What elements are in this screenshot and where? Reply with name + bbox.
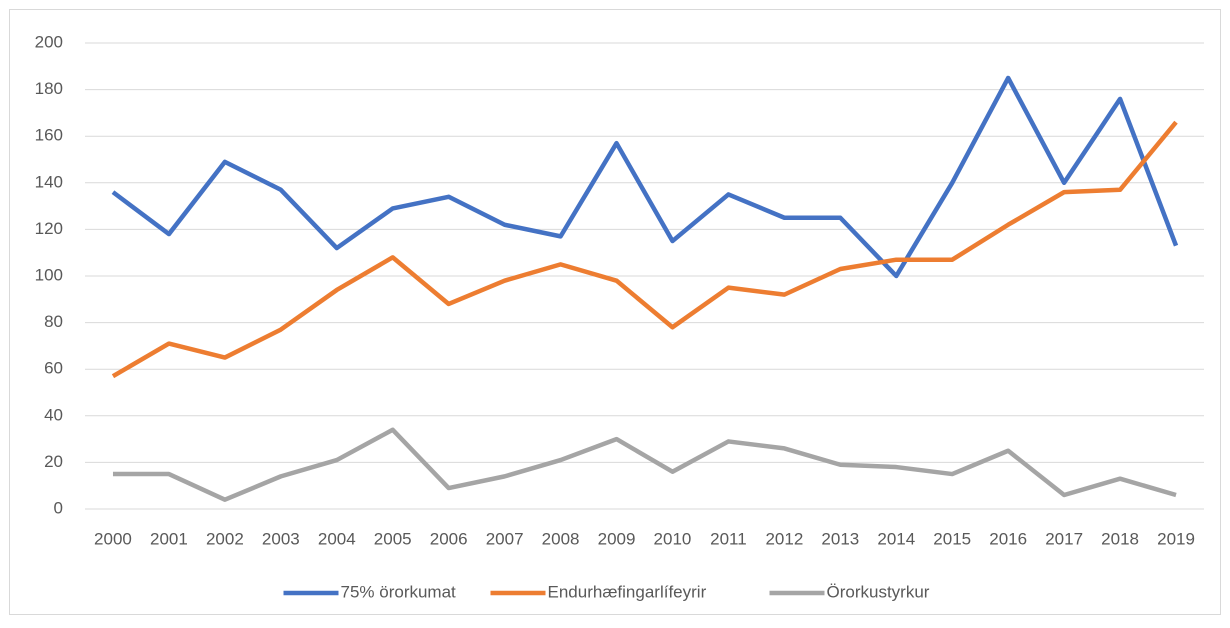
x-tick-label: 2016 [989,529,1027,548]
x-tick-label: 2010 [654,529,692,548]
x-tick-label: 2012 [765,529,803,548]
x-tick-label: 2015 [933,529,971,548]
x-tick-label: 2011 [710,529,747,548]
y-tick-label: 140 [35,172,63,191]
x-tick-label: 2005 [374,529,412,548]
x-tick-label: 2001 [150,529,188,548]
x-tick-label: 2009 [598,529,636,548]
x-tick-label: 2014 [877,529,915,548]
y-tick-label: 160 [35,126,63,145]
x-tick-label: 2007 [486,529,524,548]
x-tick-label: 2013 [821,529,859,548]
y-tick-label: 200 [35,32,63,51]
y-tick-label: 20 [44,452,63,471]
x-tick-label: 2002 [206,529,244,548]
y-tick-label: 180 [35,79,63,98]
y-tick-label: 80 [44,312,63,331]
legend-label: 75% örorkumat [341,582,457,601]
series-line [111,75,1179,279]
y-tick-label: 40 [44,405,63,424]
y-tick-label: 120 [35,219,63,238]
x-tick-label: 2000 [94,529,132,548]
series-line [111,120,1178,379]
y-tick-label: 60 [44,359,63,378]
legend-label: Örorkustyrkur [827,582,930,601]
series-line [112,427,1177,502]
x-tick-label: 2004 [318,529,356,548]
y-tick-label: 0 [54,498,63,517]
x-tick-label: 2018 [1101,529,1139,548]
x-tick-label: 2006 [430,529,468,548]
y-tick-label: 100 [35,265,63,284]
x-tick-label: 2008 [542,529,580,548]
chart-frame [9,9,1221,615]
x-tick-label: 2003 [262,529,300,548]
x-tick-label: 2017 [1045,529,1083,548]
legend-label: Endurhæfingarlífeyrir [548,582,707,601]
x-tick-label: 2019 [1157,529,1195,548]
